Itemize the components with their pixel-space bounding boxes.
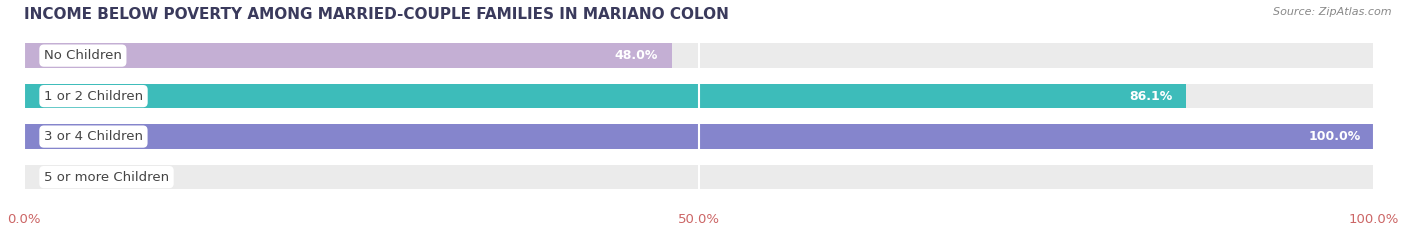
Text: 86.1%: 86.1% xyxy=(1129,90,1173,103)
Text: 100.0%: 100.0% xyxy=(1308,130,1361,143)
Text: 1 or 2 Children: 1 or 2 Children xyxy=(44,90,143,103)
Bar xyxy=(24,44,1374,68)
Bar xyxy=(24,165,1374,189)
Text: Source: ZipAtlas.com: Source: ZipAtlas.com xyxy=(1274,7,1392,17)
Bar xyxy=(24,44,672,68)
Bar xyxy=(24,84,1374,108)
Text: 5 or more Children: 5 or more Children xyxy=(44,171,169,184)
Bar xyxy=(24,124,1374,149)
Text: INCOME BELOW POVERTY AMONG MARRIED-COUPLE FAMILIES IN MARIANO COLON: INCOME BELOW POVERTY AMONG MARRIED-COUPL… xyxy=(24,7,728,22)
Bar xyxy=(24,84,1187,108)
Text: 3 or 4 Children: 3 or 4 Children xyxy=(44,130,143,143)
Text: 48.0%: 48.0% xyxy=(614,49,658,62)
Text: 0.0%: 0.0% xyxy=(44,171,76,184)
Text: No Children: No Children xyxy=(44,49,122,62)
Bar xyxy=(24,124,1374,149)
